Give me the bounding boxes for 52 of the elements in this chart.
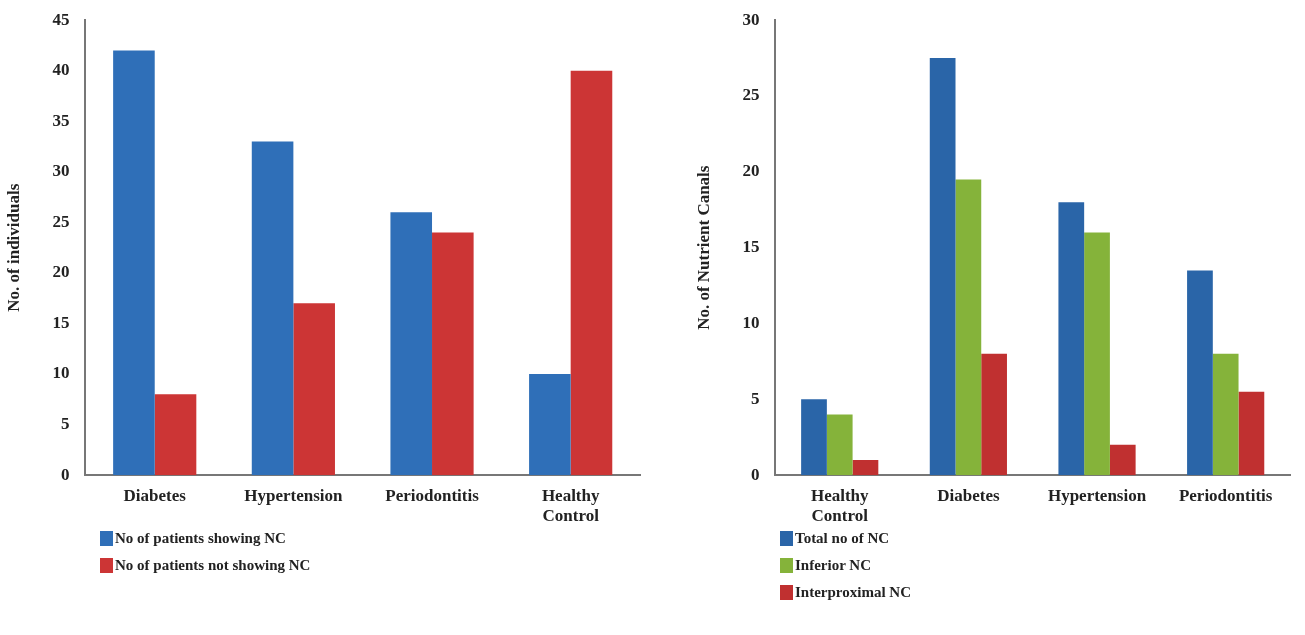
x-tick-label: Hypertension — [1047, 485, 1147, 505]
bar — [1187, 270, 1213, 476]
x-tick-label: Healthy Control — [810, 485, 870, 526]
legend-label: Total no of NC — [795, 530, 890, 547]
bar — [529, 374, 571, 476]
y-tick-label: 25 — [52, 211, 70, 231]
x-tick-label: Hypertension — [244, 485, 344, 505]
y-axis-title: No. of individuals — [3, 183, 23, 312]
legend-label: Interproximal NC — [795, 584, 911, 601]
y-axis-title: No. of Nutrient Canals — [693, 165, 713, 330]
y-tick-label: 45 — [52, 9, 70, 29]
y-tick-label: 30 — [52, 161, 70, 181]
y-tick-label: 30 — [742, 9, 760, 29]
y-tick-label: 0 — [750, 464, 760, 484]
y-tick-label: 20 — [742, 161, 760, 181]
y-tick-label: 35 — [52, 110, 70, 130]
y-tick-label: 40 — [52, 60, 70, 80]
bar — [981, 353, 1007, 476]
bar — [1058, 202, 1085, 476]
bar — [251, 141, 294, 476]
bar — [929, 58, 956, 476]
y-tick-label: 20 — [52, 262, 70, 282]
bar — [432, 232, 474, 476]
y-tick-label: 25 — [742, 85, 760, 105]
bar — [1238, 391, 1265, 476]
x-tick-label: Diabetes — [123, 485, 187, 505]
x-tick-label: Diabetes — [937, 485, 1000, 505]
bar — [1109, 444, 1136, 476]
legend-label: No of patients not showing NC — [115, 557, 311, 574]
legend-label: Inferior NC — [795, 557, 871, 574]
bar — [154, 394, 197, 476]
bar — [1212, 353, 1239, 476]
y-tick-label: 10 — [742, 312, 760, 332]
bar — [390, 212, 433, 476]
y-tick-label: 5 — [750, 388, 760, 408]
bar — [826, 414, 853, 476]
y-tick-label: 0 — [60, 464, 70, 484]
y-tick-label: 10 — [52, 363, 70, 383]
x-tick-label: Healthy Control — [541, 485, 600, 526]
y-tick-label: 15 — [742, 237, 760, 257]
bar — [293, 303, 335, 476]
bar — [955, 179, 982, 476]
bar — [801, 399, 827, 476]
y-tick-label: 5 — [60, 414, 70, 434]
x-tick-label: Periodontitis — [1178, 485, 1273, 505]
x-tick-label: Periodontitis — [385, 485, 480, 505]
bar — [852, 460, 879, 476]
y-tick-label: 15 — [52, 312, 70, 332]
bar — [113, 50, 155, 476]
bar — [1084, 232, 1110, 476]
legend-label: No of patients showing NC — [115, 530, 286, 547]
bar — [570, 70, 613, 476]
